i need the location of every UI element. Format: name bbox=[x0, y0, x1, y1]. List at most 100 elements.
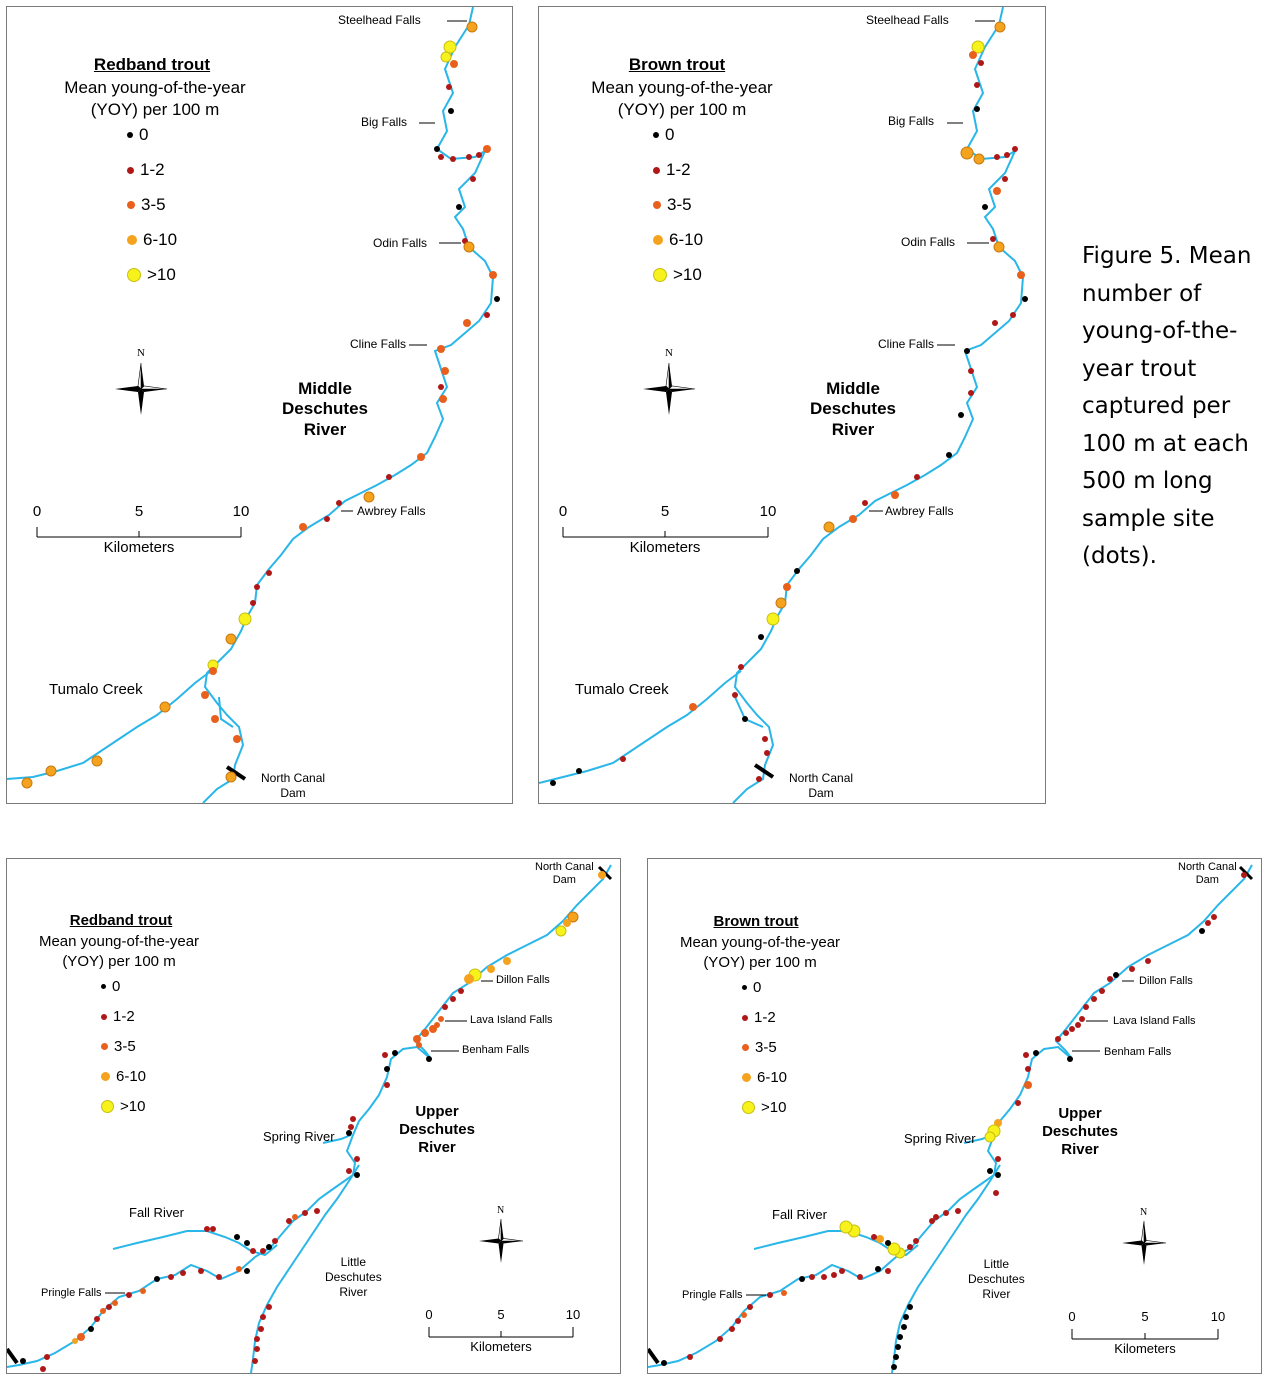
scale-bar bbox=[1071, 1329, 1219, 1340]
scale-tick-10: 10 bbox=[565, 1307, 581, 1322]
legend-item-0: 0 bbox=[653, 125, 674, 145]
site-dot bbox=[382, 1052, 388, 1058]
upper-deschutes-river bbox=[7, 864, 612, 1368]
scale-tick-0: 0 bbox=[425, 1307, 433, 1322]
site-dot bbox=[346, 1168, 352, 1174]
legend-title: Redband trout bbox=[93, 55, 211, 74]
compass-north-label: N bbox=[665, 347, 673, 359]
site-dot bbox=[238, 612, 252, 626]
side-branch bbox=[218, 696, 234, 728]
site-dot bbox=[895, 1344, 901, 1350]
legend-item-gt10: >10 bbox=[127, 265, 176, 285]
site-dot bbox=[914, 474, 920, 480]
site-dot bbox=[438, 154, 444, 160]
site-dot bbox=[742, 716, 748, 722]
site-dot bbox=[1067, 1056, 1073, 1062]
site-dot bbox=[968, 390, 974, 396]
site-dot bbox=[717, 1336, 723, 1342]
site-dot bbox=[354, 1156, 360, 1162]
site-dot bbox=[72, 1338, 78, 1344]
site-dot bbox=[849, 515, 857, 523]
site-dot bbox=[266, 1244, 272, 1250]
legend-item-3-5: 3-5 bbox=[742, 1039, 777, 1056]
site-dot bbox=[960, 146, 974, 160]
site-dot bbox=[354, 1172, 360, 1178]
site-dot bbox=[995, 1172, 1001, 1178]
legend-item-6-10: 6-10 bbox=[101, 1068, 146, 1085]
map-canvas bbox=[7, 864, 613, 1373]
site-dot bbox=[417, 453, 425, 461]
site-dot bbox=[857, 1274, 863, 1280]
site-dot bbox=[1129, 966, 1135, 972]
sample-sites bbox=[20, 871, 606, 1372]
legend-item-3-5: 3-5 bbox=[653, 195, 692, 215]
legend-item-0: 0 bbox=[101, 978, 120, 995]
upper-deschutes-river bbox=[648, 864, 1253, 1368]
scale-bar bbox=[428, 1327, 574, 1338]
site-dot bbox=[448, 108, 454, 114]
legend-title: Redband trout bbox=[69, 912, 173, 929]
map-panel-upper-brown: Brown trout Mean young-of-the-year (YOY) … bbox=[647, 858, 1262, 1374]
site-dot bbox=[968, 368, 974, 374]
site-dot bbox=[494, 296, 500, 302]
site-dot bbox=[254, 584, 260, 590]
site-dot bbox=[885, 1240, 891, 1246]
site-dot bbox=[266, 570, 272, 576]
pringle-falls-dam-marker bbox=[648, 1347, 660, 1365]
site-dot bbox=[266, 1304, 272, 1310]
site-dot bbox=[794, 568, 800, 574]
site-dot bbox=[225, 633, 237, 645]
site-dot bbox=[738, 664, 744, 670]
site-dot bbox=[747, 1304, 753, 1310]
north-canal-dam-marker bbox=[225, 765, 247, 781]
site-dot bbox=[1063, 1030, 1069, 1036]
site-dot bbox=[550, 780, 556, 786]
scale-tick-10: 10 bbox=[1210, 1309, 1226, 1324]
site-dot bbox=[885, 1268, 891, 1274]
map-panel-middle-brown: Brown trout Mean young-of-the-year (YOY) … bbox=[538, 6, 1046, 804]
site-dot bbox=[1091, 996, 1097, 1002]
legend-item-1-2: 1-2 bbox=[127, 160, 165, 180]
site-dot bbox=[974, 82, 980, 88]
site-dot bbox=[1211, 914, 1217, 920]
site-dot bbox=[563, 919, 571, 927]
site-dot bbox=[1099, 988, 1105, 994]
river-name-label: Middle Deschutes River bbox=[810, 379, 896, 439]
label-little-deschutes-river: Little Deschutes River bbox=[968, 1257, 1025, 1301]
legend-item-6-10: 6-10 bbox=[127, 230, 177, 250]
site-dot bbox=[875, 1266, 881, 1272]
label-north-canal-dam: North Canal Dam bbox=[1178, 861, 1237, 886]
compass-north-label: N bbox=[497, 1205, 505, 1216]
site-dot bbox=[244, 1240, 250, 1246]
legend-subtitle: Mean young-of-the-year (YOY) per 100 m bbox=[591, 78, 773, 119]
site-dot bbox=[839, 1220, 853, 1234]
site-dot bbox=[799, 1276, 805, 1282]
spring-river bbox=[322, 1134, 352, 1144]
label-steelhead-falls: Steelhead Falls bbox=[338, 13, 421, 27]
sample-sites bbox=[550, 21, 1028, 786]
site-dot bbox=[272, 1238, 278, 1244]
site-dot bbox=[233, 735, 241, 743]
site-dot bbox=[871, 1234, 877, 1240]
label-north-canal-dam: North Canal Dam bbox=[261, 771, 326, 800]
site-dot bbox=[198, 1268, 204, 1274]
site-dot bbox=[260, 1248, 266, 1254]
site-dot bbox=[346, 1130, 352, 1136]
site-dot bbox=[180, 1270, 186, 1276]
site-dot bbox=[88, 1326, 94, 1332]
site-dot bbox=[413, 1035, 421, 1043]
site-dot bbox=[946, 452, 952, 458]
legend-item-gt10: >10 bbox=[101, 1098, 145, 1115]
site-dot bbox=[974, 106, 980, 112]
site-dot bbox=[348, 1124, 354, 1130]
legend-item-6-10: 6-10 bbox=[653, 230, 703, 250]
scale-tick-0: 0 bbox=[32, 503, 42, 520]
site-dot bbox=[1002, 176, 1008, 182]
scale-bar bbox=[562, 527, 769, 538]
legend-item-6-10: 6-10 bbox=[742, 1069, 787, 1086]
scale-tick-10: 10 bbox=[759, 503, 777, 520]
site-dot bbox=[993, 241, 1005, 253]
site-dot bbox=[993, 187, 1001, 195]
site-dot bbox=[756, 776, 762, 782]
site-dot bbox=[440, 51, 452, 63]
